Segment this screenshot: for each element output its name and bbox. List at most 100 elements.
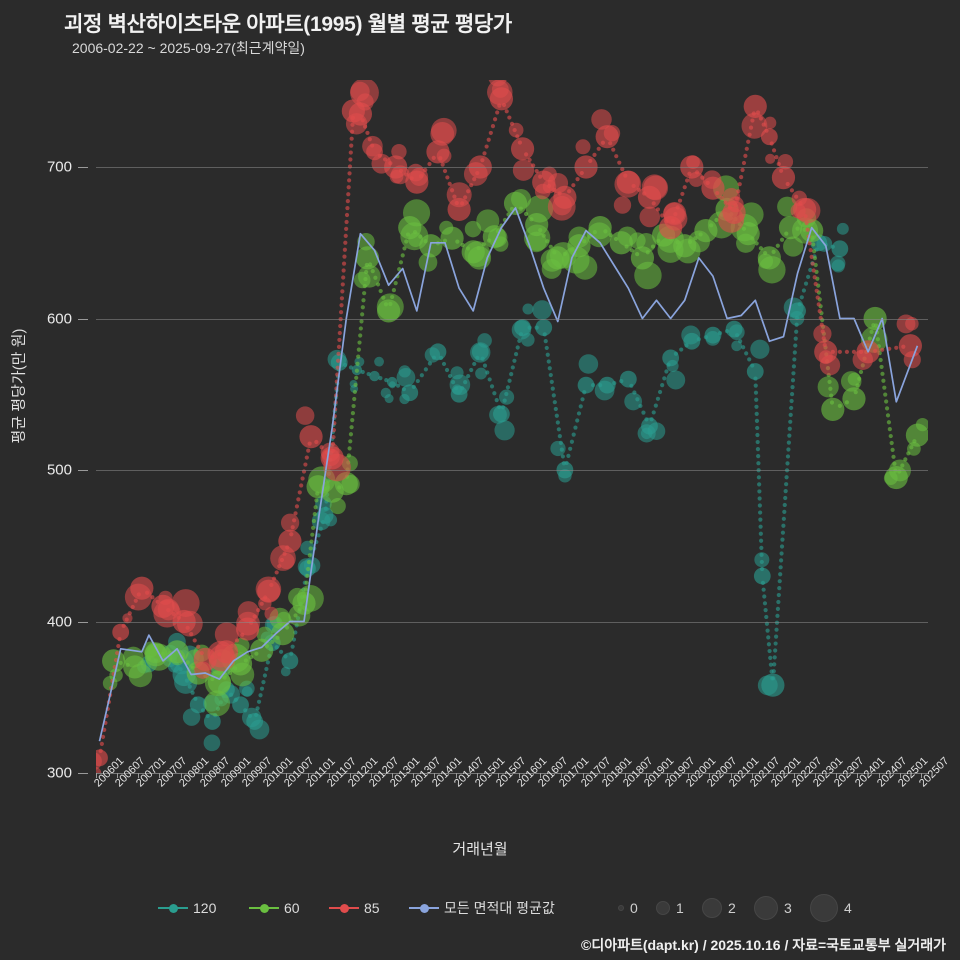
scatter-bubble[interactable] — [250, 638, 274, 662]
scatter-bubble[interactable] — [763, 116, 777, 130]
scatter-bubble[interactable] — [842, 387, 866, 411]
scatter-bubble[interactable] — [130, 576, 154, 600]
scatter-bubble[interactable] — [831, 240, 849, 258]
scatter-bubble[interactable] — [591, 109, 612, 130]
scatter-bubble[interactable] — [369, 370, 380, 382]
scatter-bubble[interactable] — [521, 333, 535, 347]
scatter-bubble[interactable] — [189, 696, 207, 714]
scatter-bubble[interactable] — [450, 366, 464, 380]
scatter-bubble[interactable] — [905, 423, 928, 447]
scatter-bubble[interactable] — [280, 513, 300, 532]
scatter-bubble[interactable] — [123, 655, 147, 679]
scatter-bubble[interactable] — [840, 371, 862, 392]
scatter-bubble[interactable] — [525, 212, 549, 237]
scatter-bubble[interactable] — [204, 690, 231, 717]
scatter-bubble[interactable] — [235, 617, 260, 641]
scatter-bubble[interactable] — [760, 128, 778, 146]
scatter-bubble[interactable] — [398, 216, 422, 240]
scatter-bubble[interactable] — [522, 303, 534, 315]
scatter-bubble[interactable] — [316, 507, 334, 524]
scatter-bubble[interactable] — [366, 143, 383, 161]
scatter-bubble[interactable] — [203, 713, 221, 730]
scatter-bubble[interactable] — [743, 94, 767, 118]
scatter-bubble[interactable] — [553, 185, 577, 209]
scatter-bubble[interactable] — [295, 406, 315, 425]
scatter-bubble[interactable] — [609, 231, 633, 255]
scatter-bubble[interactable] — [535, 319, 553, 336]
scatter-bubble[interactable] — [493, 405, 510, 423]
scatter-bubble[interactable] — [666, 370, 686, 390]
scatter-bubble[interactable] — [450, 385, 468, 403]
scatter-bubble[interactable] — [418, 252, 438, 272]
scatter-bubble[interactable] — [577, 376, 595, 394]
scatter-bubble[interactable] — [514, 319, 531, 336]
scatter-bubble[interactable] — [701, 176, 725, 200]
scatter-bubble[interactable] — [171, 589, 200, 617]
scatter-bubble[interactable] — [532, 300, 552, 320]
scatter-bubble[interactable] — [461, 240, 485, 264]
scatter-bubble[interactable] — [550, 440, 566, 457]
scatter-bubble[interactable] — [595, 125, 619, 149]
scatter-bubble[interactable] — [757, 246, 781, 270]
scatter-bubble[interactable] — [739, 202, 764, 227]
scatter-bubble[interactable] — [884, 465, 908, 490]
scatter-bubble[interactable] — [619, 370, 637, 388]
scatter-bubble[interactable] — [704, 326, 722, 344]
scatter-bubble[interactable] — [777, 154, 794, 170]
scatter-bubble[interactable] — [813, 324, 832, 343]
scatter-bubble[interactable] — [736, 222, 760, 246]
scatter-bubble[interactable] — [357, 264, 381, 288]
scatter-bubble[interactable] — [102, 649, 126, 673]
scatter-bubble[interactable] — [630, 246, 655, 270]
scatter-bubble[interactable] — [264, 606, 279, 621]
scatter-bubble[interactable] — [750, 339, 770, 359]
legend-item-모든-면적대-평균값[interactable]: 모든 면적대 평균값 — [409, 893, 555, 923]
scatter-bubble[interactable] — [214, 640, 239, 664]
scatter-bubble[interactable] — [863, 306, 887, 331]
scatter-bubble[interactable] — [96, 749, 108, 767]
scatter-bubble[interactable] — [471, 343, 489, 361]
scatter-bubble[interactable] — [112, 623, 130, 641]
scatter-bubble[interactable] — [405, 170, 429, 194]
scatter-bubble[interactable] — [821, 397, 845, 421]
scatter-bubble[interactable] — [482, 225, 506, 249]
scatter-bubble[interactable] — [754, 552, 770, 568]
scatter-bubble[interactable] — [725, 320, 743, 338]
scatter-bubble[interactable] — [836, 222, 849, 235]
scatter-bubble[interactable] — [499, 389, 515, 405]
scatter-bubble[interactable] — [384, 394, 394, 404]
scatter-bubble[interactable] — [508, 122, 524, 138]
scatter-bubble[interactable] — [659, 216, 683, 240]
scatter-bubble[interactable] — [575, 139, 591, 155]
scatter-bubble[interactable] — [401, 384, 419, 402]
scatter-bubble[interactable] — [746, 363, 764, 380]
scatter-bubble[interactable] — [722, 200, 746, 225]
scatter-bubble[interactable] — [494, 420, 515, 441]
scatter-bubble[interactable] — [683, 332, 701, 350]
scatter-bubble[interactable] — [639, 206, 661, 228]
scatter-bubble[interactable] — [489, 87, 514, 111]
scatter-bubble[interactable] — [426, 140, 450, 164]
scatter-bubble[interactable] — [256, 626, 273, 643]
scatter-bubble[interactable] — [598, 376, 616, 394]
scatter-bubble[interactable] — [624, 392, 643, 411]
scatter-bubble[interactable] — [771, 166, 796, 190]
scatter-bubble[interactable] — [431, 117, 457, 144]
scatter-bubble[interactable] — [278, 552, 295, 570]
scatter-bubble[interactable] — [817, 376, 839, 398]
scatter-bubble[interactable] — [151, 594, 175, 618]
scatter-bubble[interactable] — [578, 354, 599, 374]
scatter-bubble[interactable] — [203, 734, 221, 752]
scatter-bubble[interactable] — [503, 191, 528, 215]
scatter-bubble[interactable] — [246, 713, 264, 730]
scatter-bubble[interactable] — [637, 185, 662, 209]
scatter-bubble[interactable] — [292, 591, 316, 615]
scatter-bubble[interactable] — [122, 613, 133, 624]
scatter-bubble[interactable] — [896, 314, 916, 334]
scatter-bubble[interactable] — [814, 340, 838, 364]
scatter-bubble[interactable] — [765, 153, 776, 164]
scatter-bubble[interactable] — [616, 170, 640, 194]
scatter-bubble[interactable] — [257, 579, 281, 603]
scatter-bubble[interactable] — [300, 540, 315, 556]
scatter-bubble[interactable] — [320, 446, 344, 470]
